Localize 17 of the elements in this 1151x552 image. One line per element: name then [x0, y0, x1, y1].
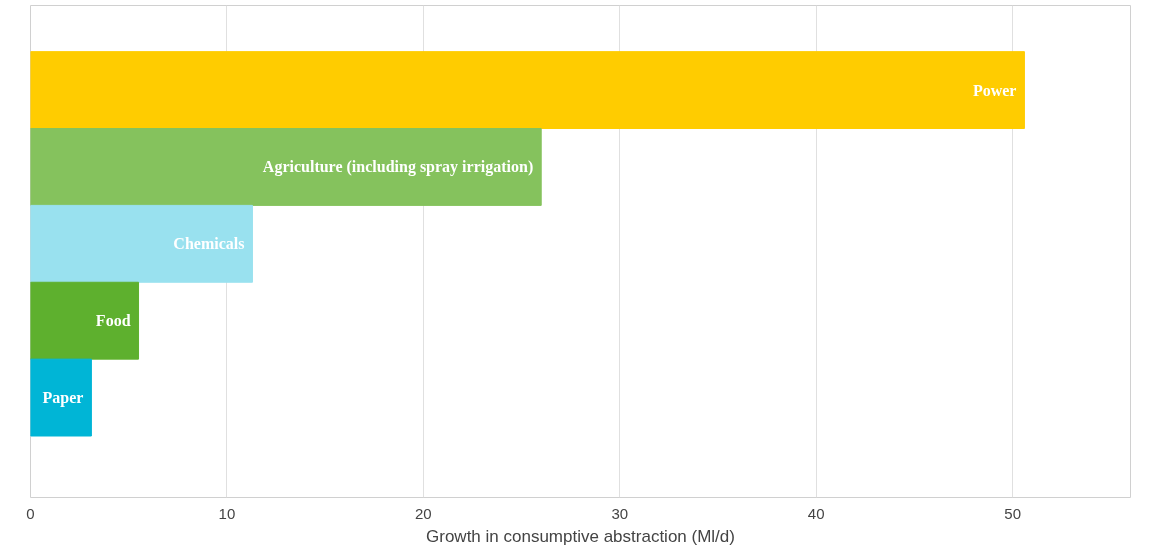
x-tick-label: 0 [26, 504, 35, 522]
x-tick-label: 30 [611, 504, 629, 522]
y-tick-label: Chemicals [173, 235, 245, 253]
x-tick-label: 40 [807, 504, 825, 522]
y-tick-label: Agriculture (including spray irrigation) [262, 158, 534, 177]
x-tick-label: 20 [415, 504, 432, 522]
bar [30, 281, 140, 360]
bar [30, 128, 542, 206]
x-tick-label: 50 [1004, 504, 1021, 522]
x-tick-label: 10 [218, 504, 236, 522]
y-tick-label: Food [95, 312, 131, 330]
x-axis-title: Growth in consumptive abstraction (Ml/d) [426, 526, 735, 546]
bar [30, 51, 1025, 129]
bar [30, 204, 253, 283]
bar [30, 358, 92, 437]
y-tick-label: Paper [42, 389, 84, 408]
y-tick-label: Power [972, 81, 1017, 99]
